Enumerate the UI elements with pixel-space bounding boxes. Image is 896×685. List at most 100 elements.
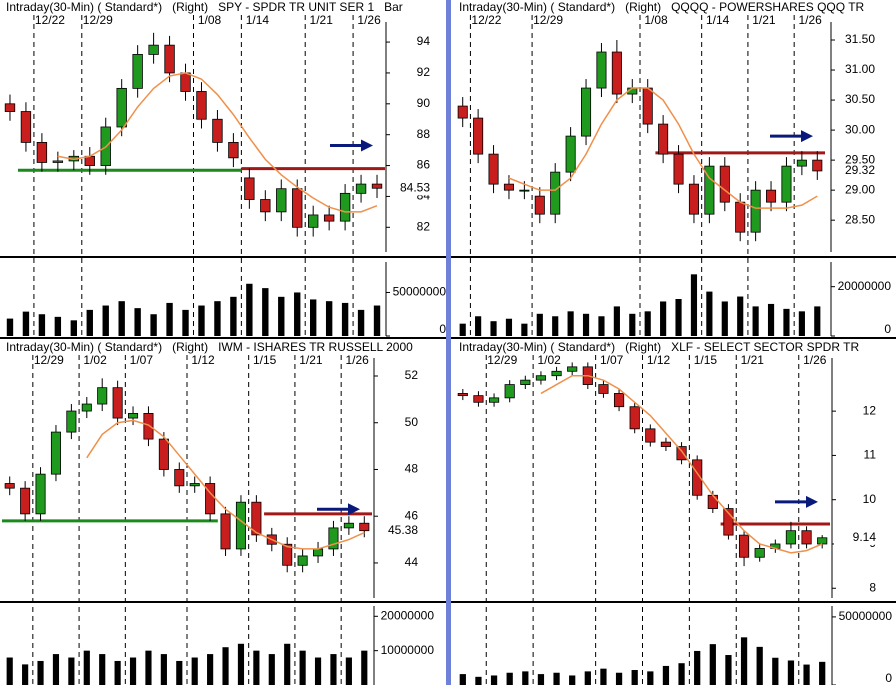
- trend-arrow-head: [361, 139, 373, 152]
- volume-bar: [615, 672, 623, 685]
- candle-body: [132, 54, 143, 89]
- volume-bar: [150, 314, 157, 336]
- last-price-box: [376, 523, 420, 538]
- volume-bar: [345, 657, 352, 685]
- volume-bar: [767, 303, 775, 336]
- volume-bar: [145, 650, 152, 685]
- volume-tick-label: 0: [885, 671, 892, 685]
- volume-bar: [37, 660, 44, 685]
- volume-bar: [222, 647, 229, 685]
- trend-arrow-head: [801, 130, 813, 143]
- y-tick-label: 88: [417, 127, 431, 141]
- candle-body: [551, 370, 562, 377]
- candle-body: [550, 171, 561, 215]
- volume-bar: [475, 676, 482, 685]
- candle-body: [116, 87, 127, 128]
- moving-average: [57, 72, 378, 213]
- x-tick-label: 1/26: [798, 13, 822, 27]
- last-price-label: 9.14: [853, 530, 877, 544]
- volume-bar: [598, 316, 605, 336]
- volume-bar: [330, 654, 337, 685]
- volume-bar: [660, 301, 667, 336]
- volume-tick-label: 0: [884, 322, 891, 336]
- volume-bar: [6, 657, 13, 685]
- x-tick-label: 1/26: [345, 353, 369, 367]
- volume-bar: [662, 665, 670, 685]
- candle-body: [355, 183, 367, 194]
- volume-bar: [191, 657, 198, 685]
- volume-bar: [552, 316, 559, 336]
- x-tick-label: 12/29: [83, 13, 113, 27]
- volume-bar: [694, 650, 701, 685]
- volume-bar: [644, 311, 651, 336]
- candle-body: [658, 123, 669, 155]
- candle-body: [328, 527, 339, 550]
- x-tick-label: 12/29: [34, 353, 64, 367]
- volume-bar: [522, 671, 529, 685]
- volume-bar: [83, 650, 90, 685]
- candle-body: [535, 375, 547, 381]
- volume-bar: [814, 306, 821, 336]
- candle-body: [596, 51, 607, 89]
- volume-bar: [314, 657, 322, 685]
- volume-bar: [373, 305, 381, 336]
- candle-body: [164, 44, 175, 74]
- candle-body: [313, 548, 324, 557]
- panel-header: Intraday(30-Min) ( Standard*) (Right) SP…: [6, 0, 403, 14]
- y-tick-label: 46: [405, 508, 419, 522]
- x-tick-label: 1/21: [299, 353, 323, 367]
- trend-arrow-head: [348, 503, 360, 516]
- candle-body: [688, 183, 699, 215]
- volume-bar: [740, 637, 748, 685]
- candle-body: [235, 501, 246, 550]
- volume-bar: [537, 674, 545, 685]
- x-tick-label: 1/15: [694, 353, 718, 367]
- candle-body: [801, 530, 812, 545]
- candle-body: [754, 548, 765, 558]
- y-tick-label: 29.00: [845, 182, 875, 196]
- volume-tick-label: 20000000: [381, 608, 435, 622]
- trend-arrow-head: [806, 495, 818, 508]
- x-tick-label: 1/26: [357, 13, 381, 27]
- panel-divider: [446, 0, 451, 685]
- candle-body: [796, 159, 807, 167]
- candle-body: [520, 379, 531, 385]
- candle-body: [645, 428, 656, 443]
- volume-bar: [52, 654, 60, 685]
- candle-body: [565, 135, 576, 173]
- volume-bar: [521, 323, 528, 336]
- x-tick-label: 12/29: [533, 13, 563, 27]
- candle-body: [228, 142, 239, 159]
- candle-body: [611, 51, 622, 95]
- y-tick-label: 8: [869, 580, 876, 594]
- volume-bar: [262, 288, 269, 336]
- y-tick-label: 92: [417, 65, 431, 79]
- x-tick-label: 1/12: [647, 353, 671, 367]
- volume-bar: [690, 274, 698, 336]
- volume-bar: [207, 654, 214, 685]
- candle-body: [244, 177, 255, 200]
- candle-body: [534, 195, 545, 215]
- candle-body: [174, 469, 185, 487]
- candle-body: [158, 438, 169, 470]
- volume-bar: [268, 654, 275, 685]
- volume-bar: [725, 655, 732, 685]
- candle-body: [343, 522, 354, 529]
- candle-body: [817, 537, 828, 545]
- candle-body: [251, 501, 262, 536]
- candle-body: [473, 117, 484, 155]
- volume-bar: [253, 650, 260, 685]
- y-tick-label: 10: [863, 492, 877, 506]
- volume-tick-label: 10000000: [381, 643, 435, 657]
- candle-body: [781, 165, 792, 203]
- candle-body: [735, 201, 746, 233]
- candle-body: [276, 188, 287, 213]
- y-tick-label: 30.50: [845, 92, 875, 106]
- x-tick-label: 1/08: [198, 13, 222, 27]
- candle-body: [704, 165, 715, 215]
- volume-bar: [182, 309, 189, 336]
- y-tick-label: 12: [863, 403, 877, 417]
- volume-tick-label: 20000000: [838, 279, 892, 293]
- x-tick-label: 1/14: [246, 13, 270, 27]
